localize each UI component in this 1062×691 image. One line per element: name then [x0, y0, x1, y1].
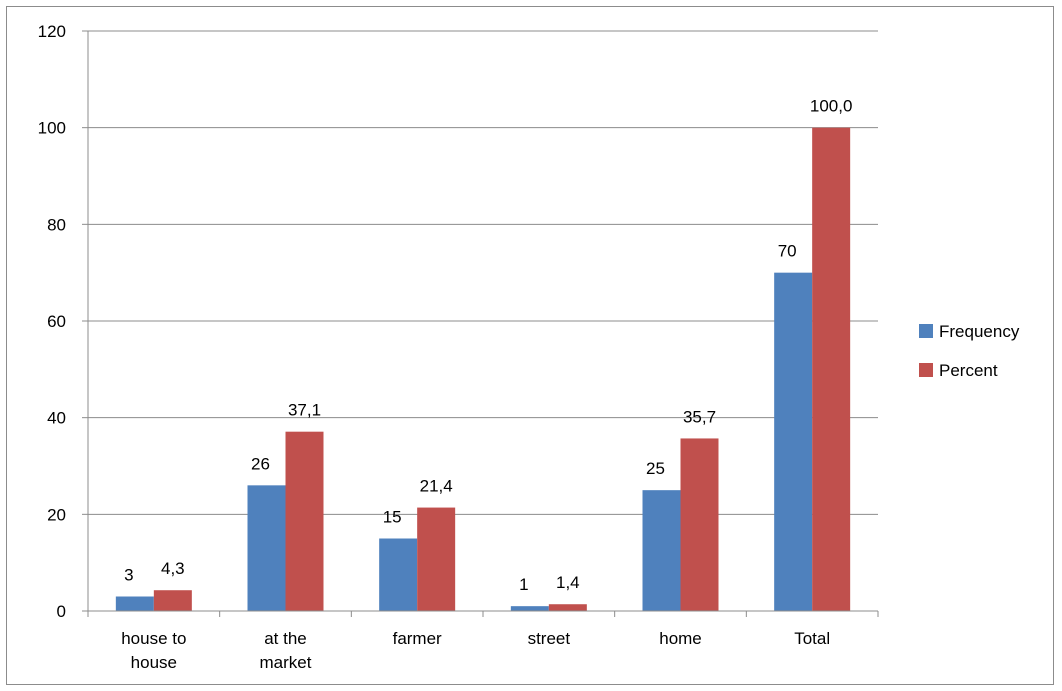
bar-frequency: [115, 596, 154, 611]
data-label-frequency: 3: [124, 566, 133, 585]
bars: [115, 127, 851, 612]
y-tick-label: 0: [57, 602, 66, 621]
x-tick-label: home: [659, 629, 702, 648]
data-label-percent: 21,4: [420, 477, 453, 496]
data-label-percent: 37,1: [288, 401, 321, 420]
data-label-percent: 4,3: [161, 559, 185, 578]
x-tick-label: house to: [121, 629, 186, 648]
bar-percent: [812, 127, 851, 612]
legend-label-percent: Percent: [939, 361, 998, 380]
y-tick-label: 60: [47, 312, 66, 331]
data-label-percent: 1,4: [556, 573, 580, 592]
bar-frequency: [510, 606, 549, 611]
data-label-percent: 100,0: [810, 97, 853, 116]
x-tick-label: at the: [264, 629, 307, 648]
data-label-frequency: 1: [519, 575, 528, 594]
x-tick-label: market: [260, 653, 312, 672]
legend-swatch-percent: [919, 363, 933, 377]
bar-percent: [417, 507, 456, 611]
y-tick-label: 120: [38, 22, 66, 41]
data-labels: 3 4,3 26 37,1 15 21,4 1 1,4 25 35,7 70 100,0: [124, 97, 852, 595]
data-label-frequency: 26: [251, 454, 270, 473]
chart-frame: [6, 6, 1054, 685]
y-tick-label: 40: [47, 409, 66, 428]
x-tick-label: Total: [794, 629, 830, 648]
y-axis-tick-labels: 0 20 40 60 80 100 120: [38, 22, 66, 621]
y-tick-label: 20: [47, 505, 66, 524]
bar-percent: [285, 431, 324, 611]
bar-frequency: [247, 485, 286, 611]
bar-frequency: [379, 538, 418, 611]
data-label-frequency: 15: [383, 508, 402, 527]
x-tick-label: house: [131, 653, 177, 672]
data-label-percent: 35,7: [683, 407, 716, 426]
gridlines: [88, 30, 878, 515]
y-tick-label: 80: [47, 215, 66, 234]
axes: [82, 30, 879, 617]
bar-frequency: [774, 272, 813, 611]
x-tick-label: street: [528, 629, 571, 648]
bar-percent: [680, 438, 719, 611]
bar-percent: [153, 590, 192, 611]
legend: Frequency Percent: [919, 322, 1020, 380]
legend-label-frequency: Frequency: [939, 322, 1020, 341]
x-tick-label: farmer: [393, 629, 442, 648]
legend-swatch-frequency: [919, 324, 933, 338]
y-tick-label: 100: [38, 119, 66, 138]
bar-frequency: [642, 490, 681, 611]
bar-percent: [548, 604, 587, 611]
data-label-frequency: 25: [646, 459, 665, 478]
data-label-frequency: 70: [778, 242, 797, 261]
x-axis-tick-labels: house to house at the market farmer street hom…: [121, 629, 830, 672]
